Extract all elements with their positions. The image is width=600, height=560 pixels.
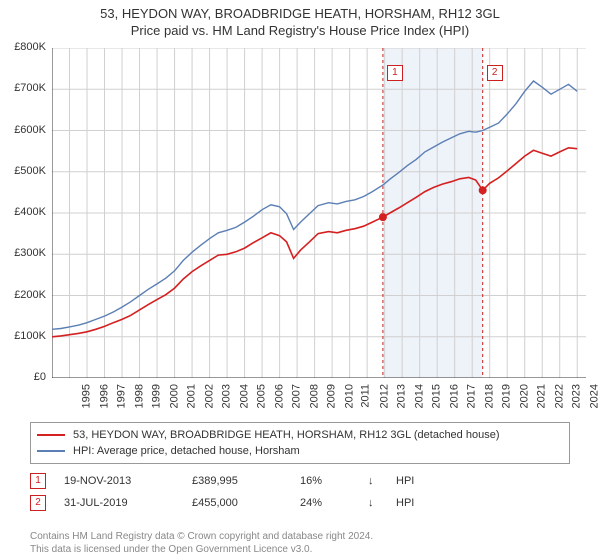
x-tick-label: 2013 <box>396 384 408 408</box>
credits-line: This data is licensed under the Open Gov… <box>30 543 373 556</box>
x-tick-label: 2022 <box>553 384 565 408</box>
legend: 53, HEYDON WAY, BROADBRIDGE HEATH, HORSH… <box>30 422 570 464</box>
sale-marker-icon: 1 <box>30 473 46 489</box>
sale-event-marker-icon: 1 <box>387 65 403 81</box>
x-tick-label: 2004 <box>238 384 250 408</box>
sales-table: 1 19-NOV-2013 £389,995 16% ↓ HPI 2 31-JU… <box>30 470 570 514</box>
x-tick-label: 2024 <box>588 384 600 408</box>
sale-pct: 16% <box>300 475 350 487</box>
legend-label: 53, HEYDON WAY, BROADBRIDGE HEATH, HORSH… <box>73 429 500 441</box>
sales-row: 1 19-NOV-2013 £389,995 16% ↓ HPI <box>30 470 570 492</box>
y-tick-label: £200K <box>2 289 46 301</box>
x-tick-label: 2012 <box>378 384 390 408</box>
x-tick-label: 2003 <box>221 384 233 408</box>
sale-price: £389,995 <box>192 475 282 487</box>
page-title-address: 53, HEYDON WAY, BROADBRIDGE HEATH, HORSH… <box>0 6 600 21</box>
y-tick-label: £300K <box>2 247 46 259</box>
credits: Contains HM Land Registry data © Crown c… <box>30 530 373 556</box>
sale-vs-label: HPI <box>396 475 414 487</box>
x-tick-label: 2018 <box>483 384 495 408</box>
x-tick-label: 2023 <box>571 384 583 408</box>
legend-swatch <box>37 450 65 452</box>
x-tick-label: 2005 <box>256 384 268 408</box>
sale-event-marker-icon: 2 <box>487 65 503 81</box>
legend-label: HPI: Average price, detached house, Hors… <box>73 445 300 457</box>
x-tick-label: 1995 <box>80 384 92 408</box>
x-tick-label: 2011 <box>360 384 372 408</box>
x-tick-label: 1997 <box>116 384 128 408</box>
x-tick-label: 2006 <box>273 384 285 408</box>
chart: £0£100K£200K£300K£400K£500K£600K£700K£80… <box>52 48 586 378</box>
x-tick-label: 2015 <box>431 384 443 408</box>
credits-line: Contains HM Land Registry data © Crown c… <box>30 530 373 543</box>
sale-price: £455,000 <box>192 497 282 509</box>
legend-swatch <box>37 434 65 436</box>
legend-item: HPI: Average price, detached house, Hors… <box>37 443 563 459</box>
sale-date: 31-JUL-2019 <box>64 497 174 509</box>
x-tick-label: 2010 <box>343 384 355 408</box>
x-tick-label: 2020 <box>518 384 530 408</box>
x-tick-label: 2016 <box>448 384 460 408</box>
x-tick-label: 2017 <box>466 384 478 408</box>
down-arrow-icon: ↓ <box>368 497 378 509</box>
x-tick-label: 2007 <box>291 384 303 408</box>
x-tick-label: 1998 <box>133 384 145 408</box>
chart-svg <box>52 48 586 378</box>
x-tick-label: 2001 <box>186 384 198 408</box>
y-tick-label: £0 <box>2 371 46 383</box>
x-tick-label: 2009 <box>326 384 338 408</box>
x-tick-label: 2000 <box>168 384 180 408</box>
down-arrow-icon: ↓ <box>368 475 378 487</box>
sale-marker-icon: 2 <box>30 495 46 511</box>
x-tick-label: 2014 <box>413 384 425 408</box>
y-tick-label: £100K <box>2 330 46 342</box>
page-title-sub: Price paid vs. HM Land Registry's House … <box>0 23 600 38</box>
legend-item: 53, HEYDON WAY, BROADBRIDGE HEATH, HORSH… <box>37 427 563 443</box>
x-tick-label: 2019 <box>501 384 513 408</box>
y-tick-label: £500K <box>2 165 46 177</box>
x-tick-label: 2002 <box>203 384 215 408</box>
sale-date: 19-NOV-2013 <box>64 475 174 487</box>
x-tick-label: 1999 <box>151 384 163 408</box>
x-tick-label: 2008 <box>308 384 320 408</box>
x-tick-label: 2021 <box>536 384 548 408</box>
y-tick-label: £600K <box>2 124 46 136</box>
y-tick-label: £400K <box>2 206 46 218</box>
y-tick-label: £800K <box>2 41 46 53</box>
sales-row: 2 31-JUL-2019 £455,000 24% ↓ HPI <box>30 492 570 514</box>
y-tick-label: £700K <box>2 82 46 94</box>
sale-pct: 24% <box>300 497 350 509</box>
sale-vs-label: HPI <box>396 497 414 509</box>
x-tick-label: 1996 <box>98 384 110 408</box>
